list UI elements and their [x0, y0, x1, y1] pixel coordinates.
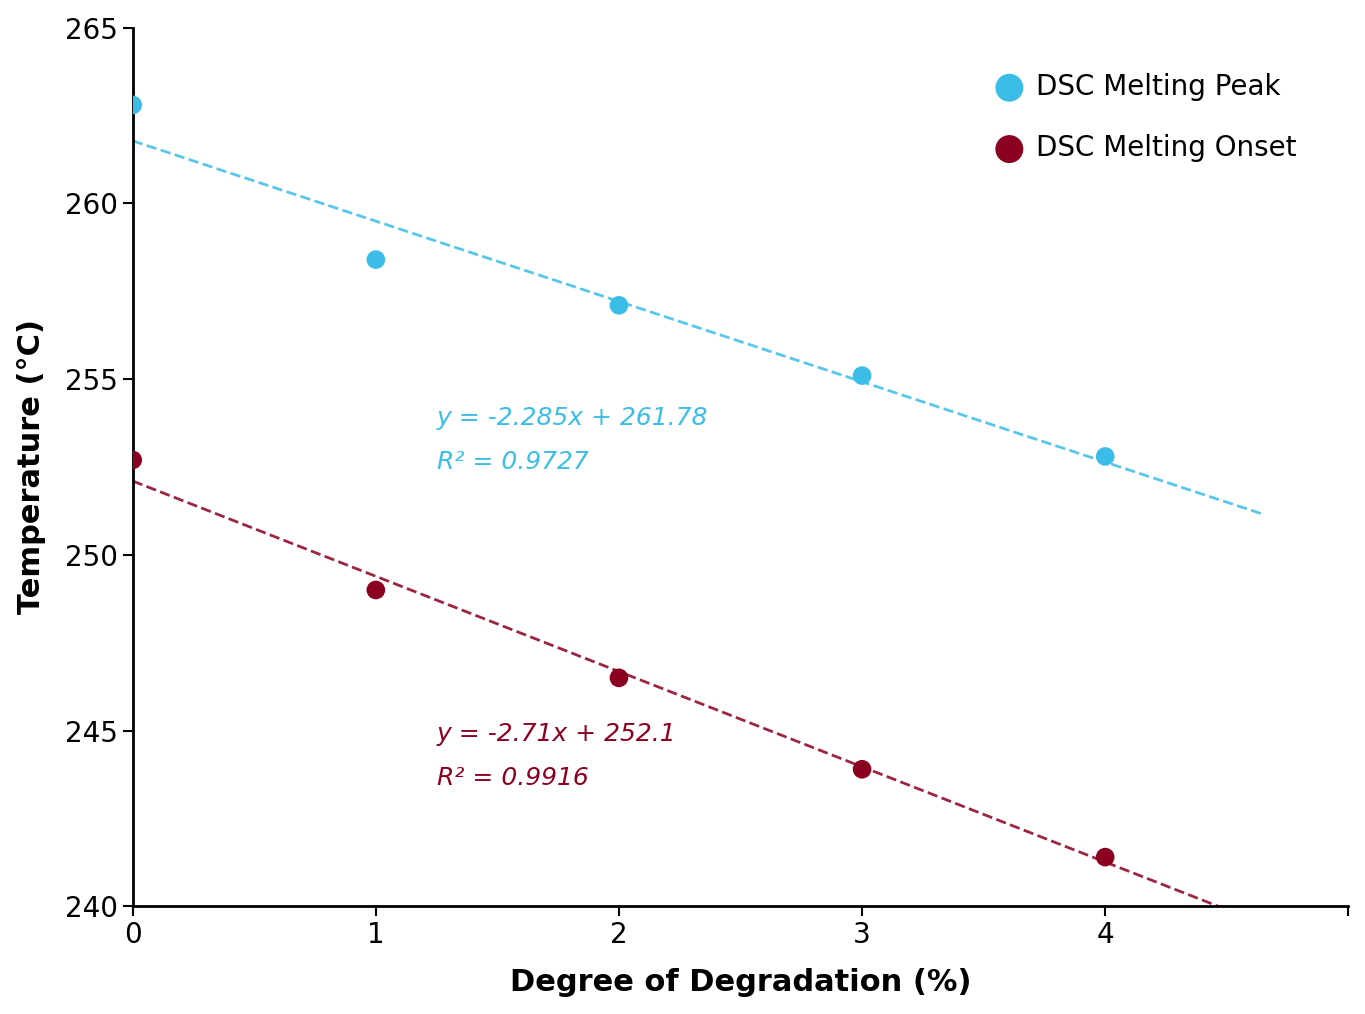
Text: y = -2.285x + 261.78: y = -2.285x + 261.78 [437, 406, 708, 430]
DSC Melting Peak [852, 367, 874, 383]
Text: y = -2.71x + 252.1: y = -2.71x + 252.1 [437, 722, 676, 746]
Y-axis label: Temperature (°C): Temperature (°C) [16, 319, 45, 614]
DSC Melting Onset [1095, 849, 1117, 865]
Legend: DSC Melting Peak, DSC Melting Onset: DSC Melting Peak, DSC Melting Onset [991, 59, 1310, 176]
Text: R² = 0.9727: R² = 0.9727 [437, 450, 588, 474]
X-axis label: Degree of Degradation (%): Degree of Degradation (%) [509, 968, 972, 998]
DSC Melting Onset [852, 762, 874, 778]
DSC Melting Onset [121, 452, 143, 468]
DSC Melting Onset [364, 582, 386, 598]
DSC Melting Peak [121, 97, 143, 114]
DSC Melting Onset [607, 670, 629, 686]
DSC Melting Peak [364, 251, 386, 268]
DSC Melting Peak [1095, 448, 1117, 464]
Text: R² = 0.9916: R² = 0.9916 [437, 766, 588, 790]
DSC Melting Peak [607, 297, 629, 313]
